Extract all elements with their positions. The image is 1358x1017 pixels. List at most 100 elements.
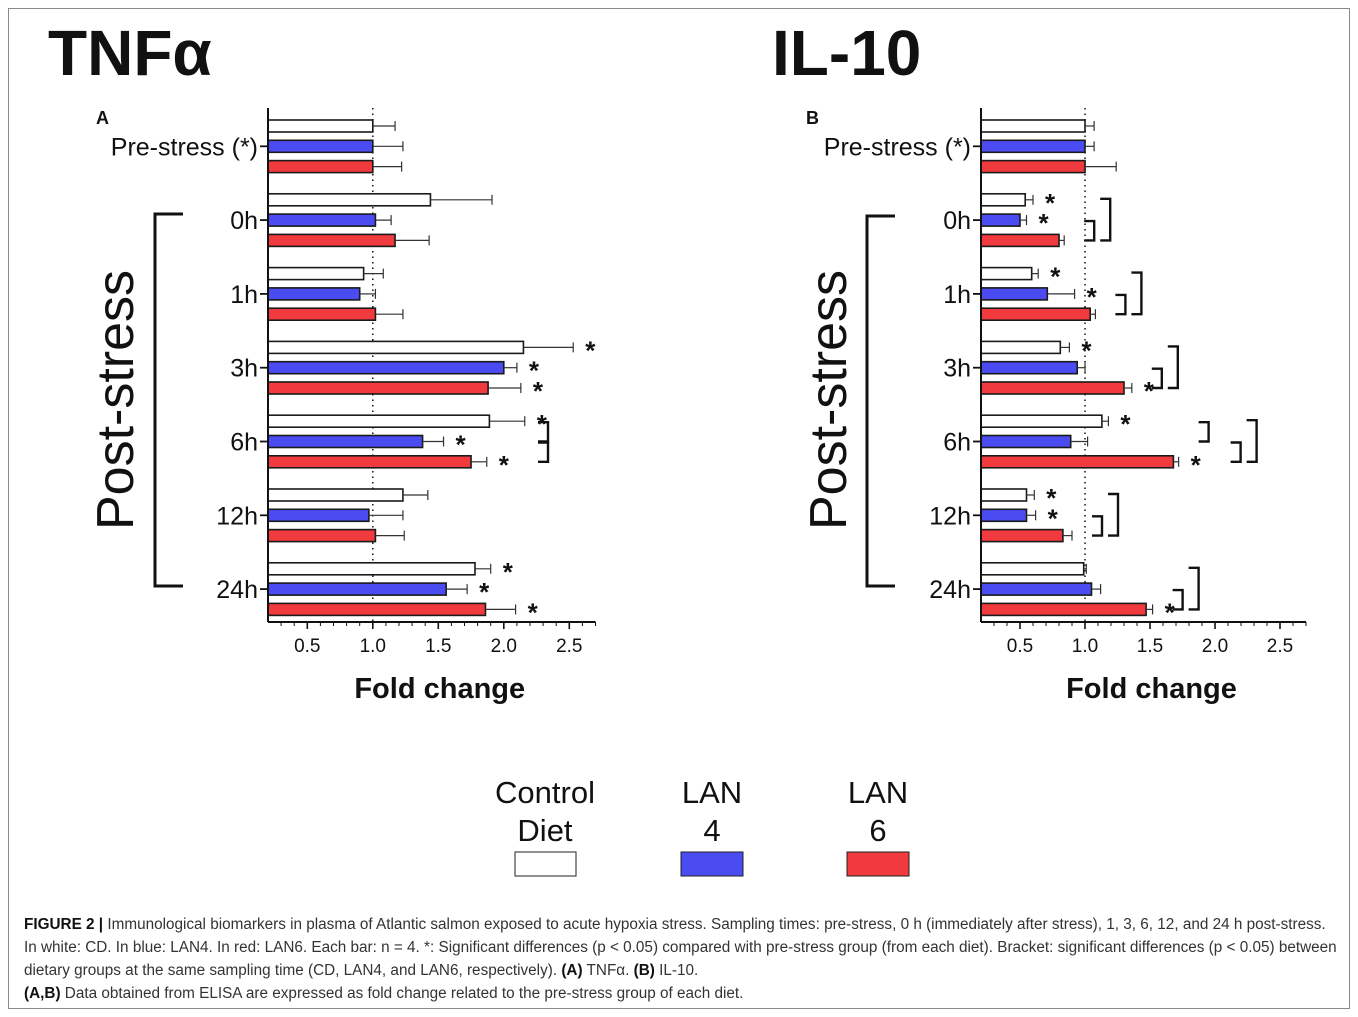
bar-lan6 — [980, 381, 1125, 395]
category-label: 3h — [230, 355, 258, 383]
significance-bracket — [1100, 197, 1112, 242]
caption-tail-ab-label: (A,B) — [24, 985, 61, 1002]
significance-star: * — [529, 356, 540, 386]
significance-bracket — [1172, 588, 1184, 611]
category-label: 0h — [230, 207, 258, 235]
bar-lan6 — [267, 602, 487, 617]
caption-figure-label: FIGURE 2 | — [24, 916, 104, 933]
significance-bracket — [1084, 219, 1096, 242]
x-tick-label: 1.0 — [1072, 636, 1098, 657]
significance-bracket — [1188, 566, 1200, 611]
significance-star: * — [1046, 483, 1057, 513]
panel-label: B — [806, 108, 819, 128]
bar-lan4 — [980, 434, 1072, 449]
x-tick-label: 0.5 — [1007, 636, 1033, 657]
figure-caption: FIGURE 2 | Immunological biomarkers in p… — [24, 913, 1340, 1005]
category-label: 12h — [929, 502, 971, 530]
category-label: 6h — [943, 429, 971, 457]
bar-control — [980, 414, 1103, 429]
bar-lan6 — [267, 233, 396, 248]
legend-lan6-line2: 6 — [869, 813, 886, 848]
x-axis-label: Fold change — [1066, 673, 1237, 705]
category-label: Pre-stress (*) — [111, 133, 258, 161]
bar-control — [267, 414, 491, 429]
bar-lan4 — [267, 287, 361, 301]
legend-swatch-lan4 — [680, 851, 744, 877]
bar-lan4 — [980, 139, 1086, 154]
category-label: 6h — [230, 429, 258, 457]
category-label: 12h — [216, 502, 258, 530]
category-label: 3h — [943, 355, 971, 383]
category-label: 0h — [943, 207, 971, 235]
caption-tail-a-label: (A) — [561, 962, 583, 979]
bar-lan6 — [980, 528, 1064, 543]
bar-lan4 — [267, 360, 505, 375]
significance-star: * — [1087, 282, 1098, 312]
x-axis-label: Fold change — [354, 673, 525, 705]
significance-star: * — [1144, 376, 1155, 406]
bar-lan4 — [267, 582, 447, 596]
x-tick-label: 2.0 — [491, 636, 517, 657]
significance-bracket — [1092, 515, 1104, 537]
bar-lan4 — [980, 360, 1078, 375]
significance-star: * — [1039, 208, 1050, 238]
category-label: Pre-stress (*) — [824, 133, 971, 161]
bar-lan6 — [980, 307, 1091, 322]
x-tick-label: 2.5 — [556, 636, 582, 657]
significance-bracket — [1198, 421, 1210, 443]
bar-control — [980, 561, 1085, 576]
significance-bracket — [1108, 492, 1120, 537]
significance-star: * — [585, 335, 596, 365]
caption-tail-ab-text: Data obtained from ELISA are expressed a… — [60, 985, 744, 1002]
caption-body: Immunological biomarkers in plasma of At… — [24, 916, 1337, 979]
bar-lan6 — [980, 454, 1175, 469]
legend-swatch-control — [514, 851, 577, 877]
significance-star: * — [1165, 597, 1176, 627]
significance-bracket — [1151, 367, 1163, 390]
significance-star: * — [499, 450, 510, 480]
legend-control-line1: Control — [495, 775, 595, 810]
legend-swatch-lan6 — [846, 851, 910, 877]
post-stress-label-left: Post-stress — [87, 270, 145, 530]
bar-lan6 — [267, 159, 374, 174]
bar-lan4 — [267, 434, 424, 449]
significance-star: * — [456, 430, 467, 460]
caption-tail-b-text: IL-10. — [654, 962, 699, 979]
bar-lan4 — [267, 213, 377, 227]
x-tick-label: 0.5 — [294, 636, 320, 657]
bar-control — [267, 561, 476, 576]
bar-control — [980, 193, 1027, 207]
significance-star: * — [1050, 262, 1061, 292]
significance-star: * — [1048, 503, 1059, 533]
bar-lan4 — [267, 139, 374, 154]
bar-lan4 — [980, 582, 1093, 596]
bar-control — [267, 340, 525, 355]
post-stress-bracket-left — [153, 212, 183, 588]
post-stress-label-right: Post-stress — [800, 270, 858, 530]
significance-star: * — [1045, 188, 1056, 218]
bar-control — [980, 488, 1028, 502]
legend-control-line2: Diet — [517, 813, 573, 848]
significance-bracket — [1246, 419, 1258, 463]
category-label: 1h — [943, 281, 971, 309]
category-label: 1h — [230, 281, 258, 309]
legend: Control Diet LAN 4 LAN 6 — [495, 775, 910, 877]
bar-control — [980, 266, 1033, 281]
significance-star: * — [537, 409, 548, 439]
bar-control — [980, 340, 1062, 355]
bar-lan4 — [267, 508, 370, 523]
bar-lan4 — [980, 213, 1021, 227]
bar-control — [980, 119, 1086, 133]
x-tick-label: 2.5 — [1267, 636, 1293, 657]
bar-lan6 — [980, 159, 1086, 174]
bar-lan6 — [267, 454, 472, 469]
legend-lan6-line1: LAN — [848, 775, 908, 810]
significance-bracket — [1115, 293, 1127, 316]
bar-lan6 — [980, 233, 1060, 248]
bar-lan4 — [980, 287, 1049, 301]
category-label: 24h — [929, 576, 971, 604]
category-label: 24h — [216, 576, 258, 604]
panel-label: A — [96, 108, 109, 128]
